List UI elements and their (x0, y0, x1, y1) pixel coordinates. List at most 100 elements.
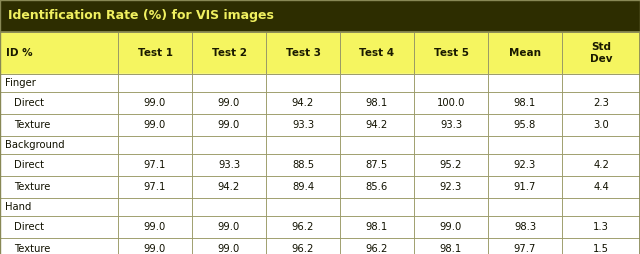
Bar (0, 154, 640, 176)
Text: 89.4: 89.4 (292, 182, 314, 192)
Text: 97.7: 97.7 (514, 244, 536, 254)
Bar (118, 198, 192, 216)
Bar (0, 0, 640, 32)
Text: 99.0: 99.0 (218, 98, 240, 108)
Bar (414, 136, 488, 154)
Text: Test 4: Test 4 (360, 48, 395, 58)
Text: 94.2: 94.2 (366, 120, 388, 130)
Text: 87.5: 87.5 (366, 160, 388, 170)
Text: 98.1: 98.1 (366, 222, 388, 232)
Bar (192, 74, 266, 92)
Bar (340, 74, 414, 92)
Text: 1.5: 1.5 (593, 244, 609, 254)
Bar (266, 198, 340, 216)
Text: 91.7: 91.7 (514, 182, 536, 192)
Bar (0, 92, 118, 114)
Bar (488, 32, 562, 74)
Bar (0, 32, 640, 74)
Bar (0, 74, 118, 92)
Bar (488, 216, 562, 238)
Bar (192, 176, 266, 198)
Bar (192, 216, 266, 238)
Text: 93.3: 93.3 (218, 160, 240, 170)
Text: 96.2: 96.2 (292, 222, 314, 232)
Bar (118, 92, 192, 114)
Bar (414, 92, 488, 114)
Text: 98.1: 98.1 (440, 244, 462, 254)
Bar (0, 238, 118, 254)
Bar (562, 74, 640, 92)
Bar (562, 32, 640, 74)
Bar (562, 154, 640, 176)
Bar (340, 136, 414, 154)
Bar (192, 32, 266, 74)
Bar (0, 114, 118, 136)
Bar (414, 74, 488, 92)
Text: Test 5: Test 5 (433, 48, 468, 58)
Bar (340, 216, 414, 238)
Text: Test 2: Test 2 (211, 48, 246, 58)
Bar (488, 74, 562, 92)
Text: 94.2: 94.2 (218, 182, 240, 192)
Bar (340, 176, 414, 198)
Bar (118, 74, 192, 92)
Text: 98.1: 98.1 (366, 98, 388, 108)
Text: Mean: Mean (509, 48, 541, 58)
Text: Direct: Direct (14, 222, 44, 232)
Text: 93.3: 93.3 (440, 120, 462, 130)
Bar (562, 92, 640, 114)
Text: Hand: Hand (5, 202, 31, 212)
Bar (266, 176, 340, 198)
Bar (0, 136, 118, 154)
Text: 4.4: 4.4 (593, 182, 609, 192)
Text: 92.3: 92.3 (514, 160, 536, 170)
Bar (0, 176, 640, 198)
Text: 97.1: 97.1 (144, 182, 166, 192)
Bar (192, 198, 266, 216)
Bar (0, 238, 640, 254)
Text: 4.2: 4.2 (593, 160, 609, 170)
Text: 98.1: 98.1 (514, 98, 536, 108)
Bar (414, 114, 488, 136)
Bar (266, 154, 340, 176)
Bar (414, 32, 488, 74)
Bar (488, 92, 562, 114)
Bar (414, 154, 488, 176)
Bar (340, 32, 414, 74)
Bar (118, 154, 192, 176)
Bar (340, 198, 414, 216)
Text: 99.0: 99.0 (218, 244, 240, 254)
Bar (192, 238, 266, 254)
Bar (488, 176, 562, 198)
Text: Texture: Texture (14, 182, 51, 192)
Bar (0, 198, 118, 216)
Text: 99.0: 99.0 (144, 244, 166, 254)
Text: 92.3: 92.3 (440, 182, 462, 192)
Text: 99.0: 99.0 (218, 222, 240, 232)
Bar (0, 92, 640, 114)
Bar (562, 176, 640, 198)
Bar (562, 114, 640, 136)
Bar (562, 216, 640, 238)
Text: 93.3: 93.3 (292, 120, 314, 130)
Bar (0, 74, 640, 92)
Bar (0, 216, 118, 238)
Text: Direct: Direct (14, 160, 44, 170)
Bar (0, 114, 640, 136)
Bar (488, 114, 562, 136)
Text: 99.0: 99.0 (218, 120, 240, 130)
Bar (0, 136, 640, 154)
Text: 2.3: 2.3 (593, 98, 609, 108)
Bar (340, 154, 414, 176)
Text: Texture: Texture (14, 120, 51, 130)
Bar (118, 216, 192, 238)
Bar (414, 238, 488, 254)
Bar (414, 216, 488, 238)
Text: 85.6: 85.6 (366, 182, 388, 192)
Text: 98.3: 98.3 (514, 222, 536, 232)
Bar (0, 32, 118, 74)
Text: 99.0: 99.0 (144, 120, 166, 130)
Bar (0, 176, 118, 198)
Text: Finger: Finger (5, 78, 36, 88)
Bar (266, 74, 340, 92)
